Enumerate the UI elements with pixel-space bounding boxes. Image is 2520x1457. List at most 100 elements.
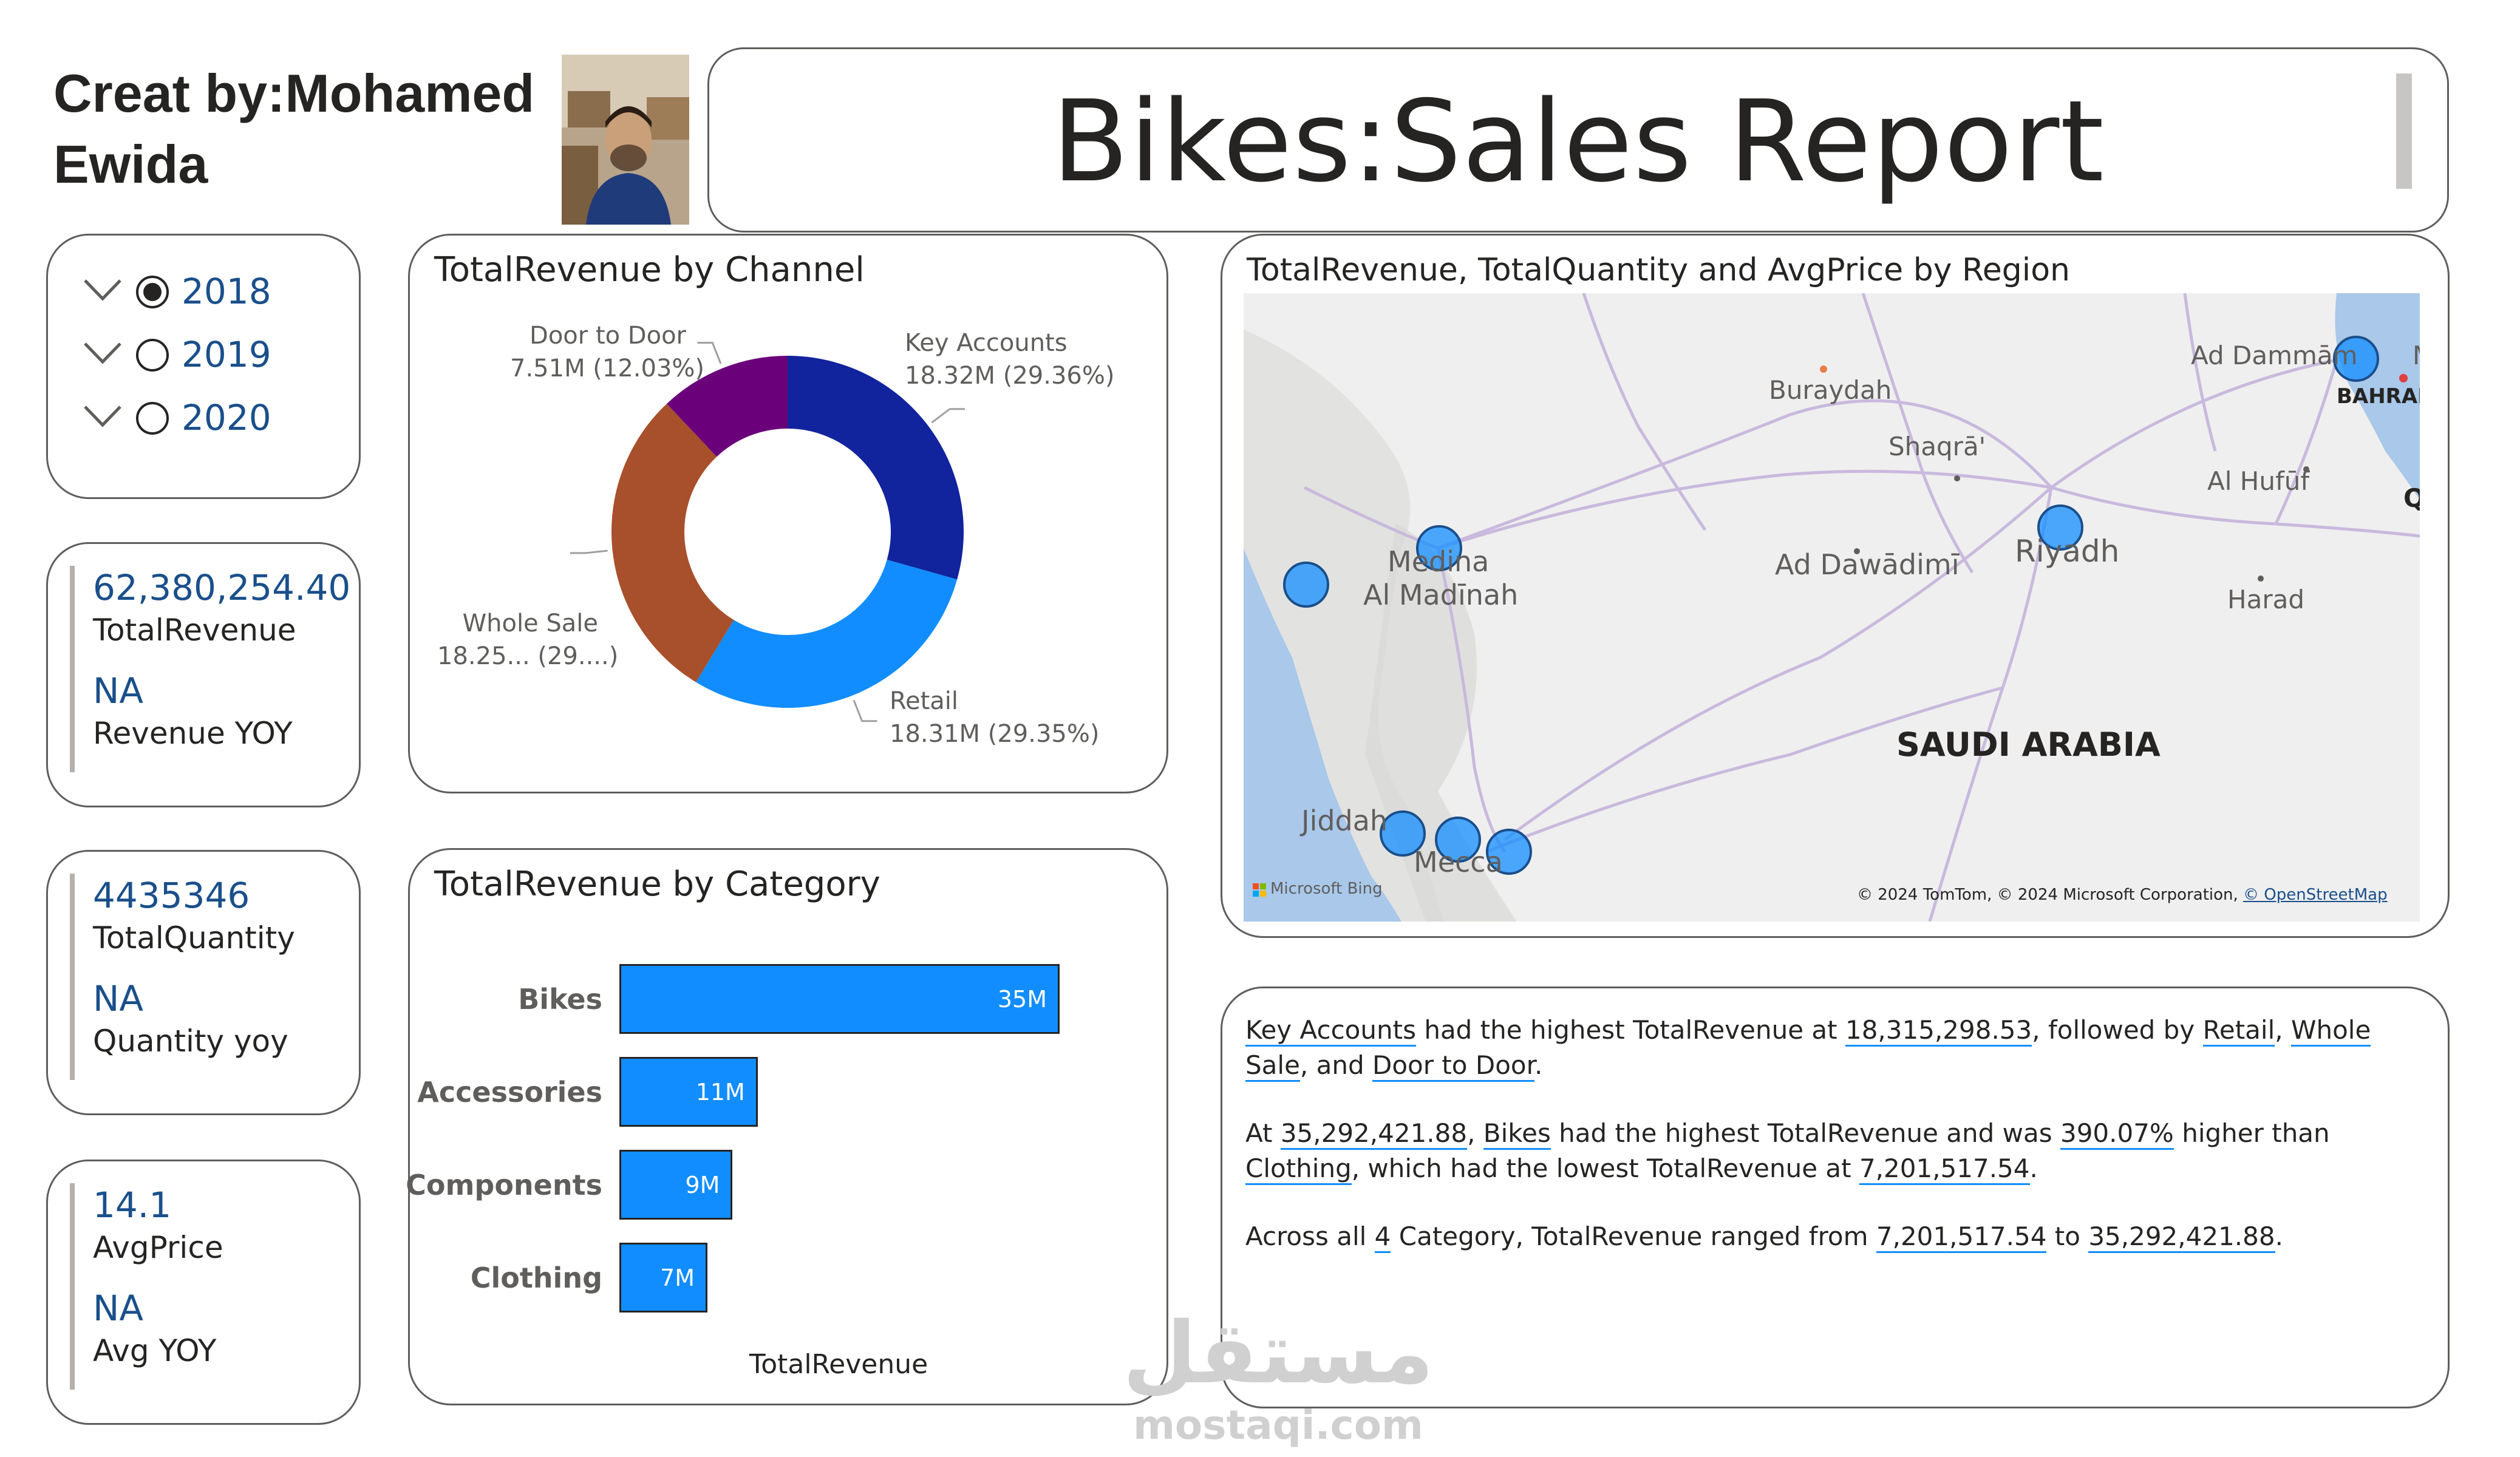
creator-photo	[562, 55, 689, 225]
kpi-yoy-value: NA	[93, 1288, 144, 1329]
place-label: Jiddah	[1301, 804, 1388, 837]
radio-button[interactable]	[136, 402, 169, 435]
slice-name: Whole Sale	[462, 610, 598, 637]
smart-narrative: Key Accounts had the highest TotalRevenu…	[1245, 1013, 2430, 1287]
slice-label-retail: Retail 18.31M (29.35%)	[890, 685, 1099, 750]
narrative-text: .	[2275, 1221, 2283, 1251]
openstreetmap-link[interactable]: © OpenStreetMap	[2243, 886, 2388, 904]
narrative-text: .	[1534, 1050, 1543, 1080]
narrative-text: higher than	[2173, 1118, 2330, 1148]
map-logo: Microsoft Bing	[1270, 880, 1383, 898]
narrative-text: had the highest TotalRevenue and was	[1550, 1118, 2060, 1148]
narrative-text: Across all	[1245, 1221, 1375, 1251]
kpi-yoy-label: Avg YOY	[93, 1333, 217, 1368]
x-axis-label: TotalRevenue	[749, 1349, 928, 1380]
map-canvas[interactable]: Ad Dammām M BAHRAI Q Buraydah Shaqrā' Al…	[1244, 293, 2420, 922]
narrative-highlight: Clothing	[1245, 1153, 1352, 1185]
bar-chart[interactable]: Bikes 35M Accessories 11M Components 9M Clothi…	[406, 850, 1170, 1407]
slice-value: 7.51M (12.03%)	[510, 355, 705, 382]
narrative-text: Category, TotalRevenue ranged from	[1391, 1221, 1876, 1251]
kpi-yoy-value: NA	[93, 670, 144, 712]
kpi-card-revenue[interactable]: 62,380,254.40 TotalRevenue NA Revenue YO…	[46, 542, 361, 807]
donut-slice-retail[interactable]	[696, 560, 958, 708]
narrative-text: , and	[1299, 1050, 1372, 1080]
narrative-highlight: Key Accounts	[1245, 1015, 1416, 1047]
kpi-label: TotalQuantity	[93, 920, 295, 956]
channel-donut-card[interactable]: TotalRevenue by Channel Key Accounts 18.…	[408, 234, 1168, 793]
chevron-down-icon[interactable]	[81, 401, 124, 431]
place-label: Mecca	[1414, 846, 1503, 878]
creator-label: Creat by:Mohamed Ewida	[53, 58, 539, 200]
data-label: 9M	[685, 1171, 720, 1198]
narrative-highlight: 35,292,421.88	[2088, 1221, 2275, 1253]
map-card[interactable]: TotalRevenue, TotalQuantity and AvgPrice…	[1221, 234, 2450, 938]
narrative-text: ,	[1467, 1118, 1483, 1148]
chevron-down-icon[interactable]	[81, 338, 124, 368]
narrative-paragraph: At 35,292,421.88, Bikes had the highest …	[1245, 1116, 2430, 1186]
narrative-highlight: Door to Door	[1372, 1050, 1534, 1082]
narrative-text: At	[1245, 1118, 1281, 1148]
category-label: Components	[406, 1168, 602, 1201]
watermark: مستقل mostaqi.com	[1120, 1305, 1436, 1449]
donut-chart[interactable]	[410, 236, 1170, 795]
narrative-highlight: Whole Sale	[1245, 1015, 2371, 1082]
place-label: Harad	[2227, 585, 2304, 614]
narrative-highlight: 18,315,298.53	[1845, 1015, 2032, 1047]
year-slicer: 2018 2019 2020	[46, 234, 361, 499]
slice-label-door-to-door: Door to Door 7.51M (12.03%)	[510, 319, 705, 385]
smart-narrative-card: Key Accounts had the highest TotalRevenu…	[1221, 987, 2450, 1408]
place-label: Ad Dammām	[2191, 341, 2358, 370]
slice-value: 18.31M (29.35%)	[890, 720, 1100, 748]
title-card: Bikes:Sales Report	[707, 47, 2449, 233]
place-label: Ad Dawādimī	[1775, 548, 1960, 581]
bar-accessories[interactable]: 11M	[619, 1057, 758, 1127]
watermark-arabic: مستقل	[1122, 1304, 1434, 1403]
radio-button[interactable]	[136, 339, 169, 372]
place-label: Q	[2403, 483, 2420, 513]
place-label: Al Hufūf	[2207, 466, 2310, 496]
kpi-card-avgprice[interactable]: 14.1 AvgPrice NA Avg YOY	[46, 1160, 361, 1425]
bar-clothing[interactable]: 7M	[619, 1243, 707, 1313]
place-label: Al Madīnah	[1363, 579, 1519, 611]
kpi-value: 14.1	[93, 1184, 172, 1226]
narrative-text: to	[2046, 1221, 2089, 1251]
place-label: BAHRAI	[2337, 384, 2420, 409]
narrative-text: .	[2029, 1153, 2038, 1183]
map-attribution: © 2024 TomTom, © 2024 Microsoft Corporat…	[1857, 886, 2388, 904]
slicer-option-label: 2020	[182, 397, 271, 438]
narrative-paragraph: Across all 4 Category, TotalRevenue rang…	[1245, 1219, 2430, 1254]
narrative-text: ,	[2275, 1015, 2291, 1045]
category-bar-card[interactable]: TotalRevenue by Category Bikes 35M Accesso…	[406, 848, 1170, 1407]
leader-line	[853, 699, 877, 722]
donut-slice-door-to-door[interactable]	[666, 356, 788, 457]
category-label: Accessories	[417, 1075, 602, 1109]
place-label: SAUDI ARABIA	[1896, 725, 2161, 764]
place-label: Medina	[1388, 545, 1490, 578]
kpi-accent-bar	[70, 566, 75, 772]
kpi-label: TotalRevenue	[93, 613, 296, 648]
map-background	[1244, 293, 2420, 922]
creator-line-1: Creat by:Mohamed	[53, 63, 535, 123]
slice-value: 18.25... (29....)	[437, 642, 619, 670]
bar-components[interactable]: 9M	[619, 1150, 733, 1220]
data-label: 35M	[997, 985, 1047, 1013]
kpi-value: 4435346	[93, 875, 250, 916]
narrative-text: had the highest TotalRevenue at	[1415, 1015, 1845, 1045]
kpi-card-quantity[interactable]: 4435346 TotalQuantity NA Quantity yoy	[46, 850, 361, 1115]
chevron-down-icon[interactable]	[81, 274, 124, 305]
place-label: Buraydah	[1769, 375, 1892, 405]
slice-label-whole-sale: Whole Sale 18.25... (29....)	[437, 607, 619, 673]
scrollbar[interactable]	[2396, 73, 2412, 189]
kpi-accent-bar	[70, 874, 75, 1080]
radio-button[interactable]	[136, 276, 169, 308]
data-label: 7M	[660, 1264, 695, 1291]
donut-slice-key-accounts[interactable]	[788, 356, 964, 580]
place-label: Riyadh	[2015, 534, 2120, 569]
watermark-latin: mostaqi.com	[1133, 1402, 1423, 1449]
bar-bikes[interactable]: 35M	[619, 964, 1060, 1034]
slice-value: 18.32M (29.36%)	[905, 362, 1115, 390]
place-label: Shaqrā'	[1888, 432, 1986, 461]
donut-slice-whole-sale[interactable]	[611, 404, 734, 682]
narrative-highlight: 4	[1374, 1221, 1391, 1253]
place-label: M	[2413, 341, 2420, 370]
